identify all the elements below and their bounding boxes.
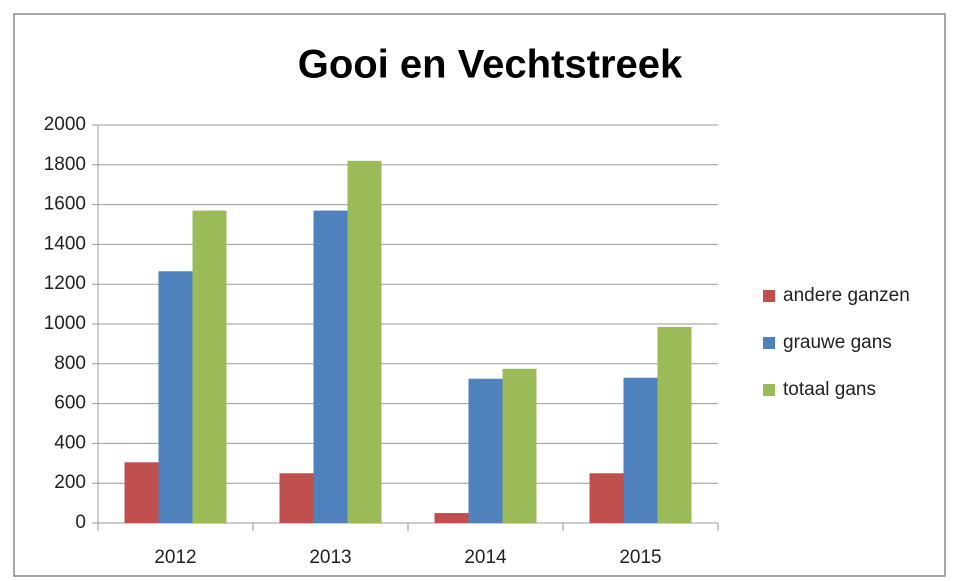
bar xyxy=(192,210,227,523)
chart-title: Gooi en Vechtstreek xyxy=(298,43,683,87)
bar xyxy=(623,377,658,523)
y-tick-label: 1200 xyxy=(44,273,86,294)
y-tick-label: 1800 xyxy=(44,154,86,175)
x-tick-label: 2013 xyxy=(309,547,351,568)
y-tick-label: 600 xyxy=(54,393,86,414)
legend-swatch xyxy=(763,290,775,302)
legend-swatch xyxy=(763,384,775,396)
x-tick-label: 2014 xyxy=(464,547,507,568)
y-tick-label: 2000 xyxy=(44,114,86,135)
bar xyxy=(434,513,469,523)
y-tick-label: 1000 xyxy=(44,313,86,334)
bar xyxy=(313,210,348,523)
legend-label: andere ganzen xyxy=(783,285,910,306)
bar xyxy=(347,160,382,523)
bar xyxy=(279,473,314,523)
legend-swatch xyxy=(763,337,775,349)
bar xyxy=(468,378,503,523)
bar xyxy=(657,326,692,523)
x-tick-label: 2015 xyxy=(619,547,661,568)
y-tick-label: 400 xyxy=(54,432,86,453)
bar xyxy=(502,368,537,523)
y-tick-label: 0 xyxy=(75,512,86,533)
x-tick-label: 2012 xyxy=(154,547,196,568)
y-tick-label: 200 xyxy=(54,472,86,493)
y-tick-label: 1400 xyxy=(44,233,86,254)
y-tick-label: 1600 xyxy=(44,194,86,215)
bar xyxy=(589,473,624,523)
bar xyxy=(124,462,159,523)
bar xyxy=(158,271,193,523)
legend-label: totaal gans xyxy=(783,379,876,400)
y-tick-label: 800 xyxy=(54,353,86,374)
legend-label: grauwe gans xyxy=(783,332,892,353)
